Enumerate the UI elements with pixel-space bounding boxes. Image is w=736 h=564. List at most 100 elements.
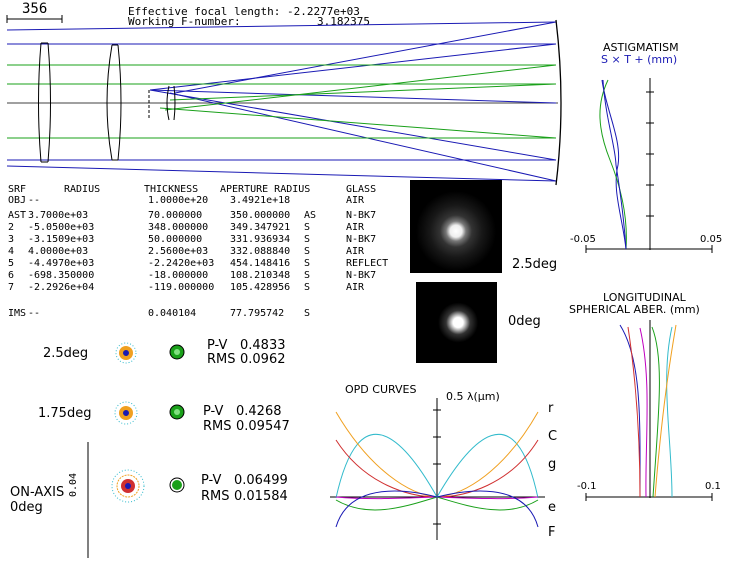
flag-cell: S xyxy=(304,246,311,257)
astigmatism-plot xyxy=(585,78,713,253)
aperture-cell: 349.347921 xyxy=(230,222,291,233)
glass-cell: REFLECT xyxy=(346,258,389,269)
spot-rms-label: RMS xyxy=(207,352,236,367)
spot-field-label: 2.5deg xyxy=(43,346,89,361)
optical-layout xyxy=(6,19,562,186)
lens-table-row: 6 -698.350000 -18.000000 108.210348 S N-BK7 xyxy=(8,270,388,281)
glass-cell: N-BK7 xyxy=(346,270,377,281)
astigmatism-title: ASTIGMATISM xyxy=(603,41,679,54)
spot-2.5deg-small xyxy=(169,344,185,360)
col-radius: RADIUS xyxy=(64,184,101,195)
glass-cell: N-BK7 xyxy=(346,234,377,245)
thickness-cell: 0.040104 xyxy=(148,308,197,319)
flag-cell: S xyxy=(304,308,311,319)
lens-table-row: 3 -3.1509e+03 50.000000 331.936934 S N-BK7 xyxy=(8,234,388,245)
srf-cell: 4 xyxy=(8,246,15,257)
col-srf: SRF xyxy=(8,184,27,195)
focal-length-value: -2.2277e+03 xyxy=(287,5,360,18)
spot-2.5deg-large xyxy=(115,342,137,364)
opd-wavelength-g: g xyxy=(548,457,557,472)
radius-cell: -4.4970e+03 xyxy=(28,258,95,269)
srf-cell: 3 xyxy=(8,234,15,245)
radius-cell: -3.1509e+03 xyxy=(28,234,95,245)
longitudinal-xmax: 0.1 xyxy=(705,481,721,492)
glass-cell: AIR xyxy=(346,282,365,293)
radius-cell: -- xyxy=(28,195,41,206)
aperture-cell: 77.795742 xyxy=(230,308,285,319)
opd-wavelength-r: r xyxy=(548,401,554,416)
col-aperture: APERTURE RADIUS xyxy=(220,184,311,195)
focal-length-label: Effective focal length: xyxy=(128,5,281,18)
thickness-cell: -18.000000 xyxy=(148,270,209,281)
thickness-cell: 348.000000 xyxy=(148,222,209,233)
glass-cell: AIR xyxy=(346,222,365,233)
thickness-cell: 2.5600e+03 xyxy=(148,246,209,257)
spot-pv-label: P-V xyxy=(203,404,224,419)
flag-cell: S xyxy=(304,258,311,269)
srf-cell: 7 xyxy=(8,282,15,293)
spot-field-sublabel: 0deg xyxy=(10,500,43,515)
scale-bar-label: 356 xyxy=(22,1,48,17)
col-glass: GLASS xyxy=(346,184,377,195)
longitudinal-plot xyxy=(585,320,713,501)
flag-cell: S xyxy=(304,282,311,293)
spot-rms-value: 0.0962 xyxy=(240,352,286,367)
srf-cell: 5 xyxy=(8,258,15,269)
astigmatism-legend: S × T + (mm) xyxy=(601,53,678,66)
thickness-cell: 70.000000 xyxy=(148,210,203,221)
spot-field-label: 1.75deg xyxy=(38,406,92,421)
spot-scale-label: 0.04 xyxy=(68,472,79,497)
srf-cell: 6 xyxy=(8,270,15,281)
srf-cell: OBJ xyxy=(8,195,27,206)
astigmatism-xmax: 0.05 xyxy=(700,234,723,245)
astigmatism-xmin: -0.05 xyxy=(570,234,596,245)
spot-rms-label: RMS xyxy=(201,489,230,504)
spot-pv-label: P-V xyxy=(207,338,228,353)
longitudinal-title: LONGITUDINAL xyxy=(603,291,686,304)
srf-cell: 2 xyxy=(8,222,15,233)
flag-cell: AS xyxy=(304,210,317,221)
opd-plot xyxy=(330,398,545,540)
radius-cell: 4.0000e+03 xyxy=(28,246,89,257)
thickness-cell: -119.000000 xyxy=(148,282,215,293)
spot-diagrams xyxy=(111,342,185,503)
spot-onaxis-small xyxy=(169,477,185,493)
spot-onaxis-large xyxy=(111,469,145,503)
radius-cell: -2.2926e+04 xyxy=(28,282,95,293)
radius-cell: -5.0500e+03 xyxy=(28,222,95,233)
longitudinal-subtitle: SPHERICAL ABER. (mm) xyxy=(569,303,700,316)
aperture-cell: 108.210348 xyxy=(230,270,291,281)
radius-cell: -- xyxy=(28,308,41,319)
radius-cell: -698.350000 xyxy=(28,270,95,281)
spot-rms-value: 0.09547 xyxy=(236,419,290,434)
psf-label-0deg: 0deg xyxy=(508,314,541,329)
glass-cell: N-BK7 xyxy=(346,210,377,221)
spot-field-label: ON-AXIS xyxy=(10,485,65,500)
opd-wavelength-e: e xyxy=(548,500,556,515)
flag-cell: S xyxy=(304,270,311,281)
spot-pv-label: P-V xyxy=(201,473,222,488)
psf-label-2.5deg: 2.5deg xyxy=(512,257,558,272)
lens-table-row: AST 3.7000e+03 70.000000 350.000000 AS N-BK7 xyxy=(8,210,388,221)
flag-cell: S xyxy=(304,222,311,233)
aperture-cell: 332.088840 xyxy=(230,246,291,257)
spot-pv-value: 0.06499 xyxy=(234,473,288,488)
spot-rms-value: 0.01584 xyxy=(234,489,288,504)
glass-cell: AIR xyxy=(346,246,365,257)
psf-image-2.5deg xyxy=(410,180,502,273)
spot-pv-value: 0.4833 xyxy=(240,338,286,353)
scale-bar xyxy=(6,15,63,23)
fnumber-label: Working F-number: xyxy=(128,15,241,28)
srf-cell: IMS xyxy=(8,308,27,319)
spot-1.75deg-small xyxy=(169,404,185,420)
lens-table-header: SRF RADIUS THICKNESS APERTURE RADIUS GLA… xyxy=(8,184,388,195)
aperture-cell: 454.148416 xyxy=(230,258,291,269)
flag-cell: S xyxy=(304,234,311,245)
spot-pv-value: 0.4268 xyxy=(236,404,282,419)
opd-wavelength-F: F xyxy=(548,525,556,540)
opd-title: OPD CURVES xyxy=(345,383,417,396)
aperture-cell: 3.4921e+18 xyxy=(230,195,291,206)
lens-table-row: 7 -2.2926e+04 -119.000000 105.428956 S AIR xyxy=(8,282,388,293)
lens-table-row: OBJ -- 1.0000e+20 3.4921e+18 AIR xyxy=(8,195,388,206)
